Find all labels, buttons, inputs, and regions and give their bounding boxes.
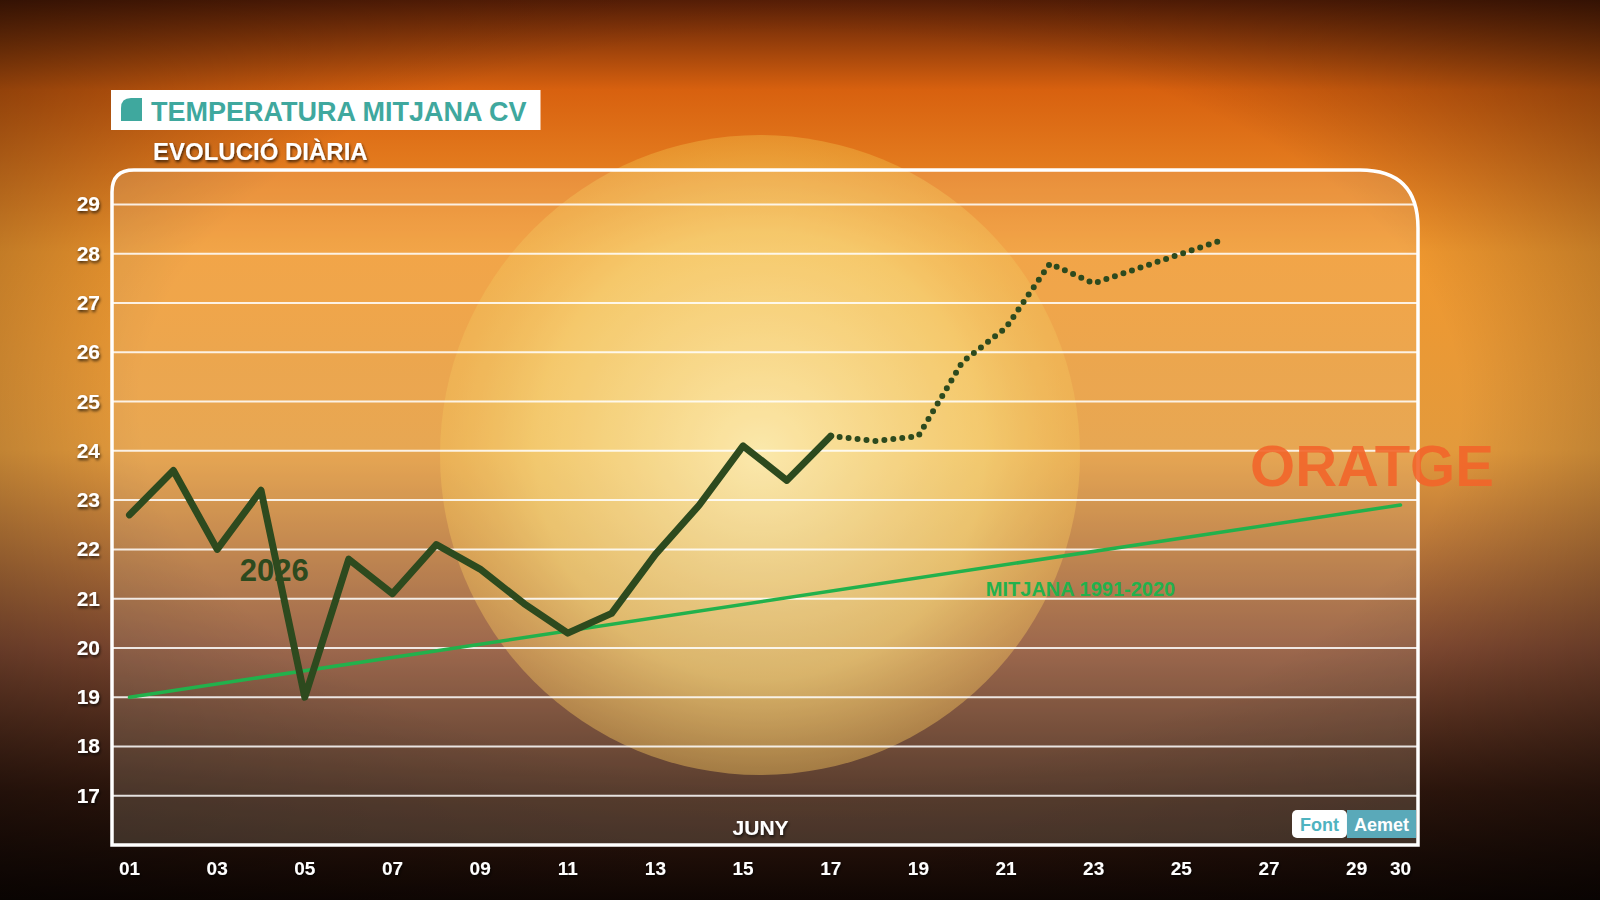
x-tick-label: 01 [119, 858, 141, 879]
grid-line [112, 548, 1418, 550]
title-box [111, 90, 541, 130]
series-line [831, 239, 1225, 441]
y-tick-label: 19 [77, 685, 100, 708]
series-line [130, 436, 831, 697]
series-label: MITJANA 1991-2020 [986, 578, 1175, 600]
source: Aemet [1354, 815, 1409, 835]
y-tick-label: 22 [77, 537, 100, 560]
grid-line [112, 253, 1418, 255]
grid-line [112, 302, 1418, 304]
y-tick-label: 20 [77, 636, 100, 659]
y-tick-label: 25 [77, 390, 101, 413]
y-tick-label: 17 [77, 784, 100, 807]
x-tick-label: 13 [645, 858, 666, 879]
x-tick-label: 03 [207, 858, 228, 879]
plot-frame [112, 170, 1418, 845]
chart-svg: 17 18 19 20 21 22 23 24 25 26 27 28 29 01 03 05 07 09 11 13… [0, 0, 1600, 900]
x-tick-label: 11 [558, 858, 579, 879]
x-tick-label: 19 [908, 858, 929, 879]
y-tick-label: 24 [77, 439, 101, 462]
y-tick-label: 28 [77, 242, 101, 265]
x-tick-label: 30 [1390, 858, 1411, 879]
source-badge [1347, 810, 1416, 838]
title-icon [121, 98, 142, 121]
plot-area [112, 170, 1418, 845]
grid-line [112, 351, 1418, 353]
y-tick-label: 18 [77, 734, 101, 757]
x-tick-label: 21 [995, 858, 1017, 879]
x-tick-label: 17 [820, 858, 841, 879]
grid [112, 204, 1418, 795]
series-group [130, 239, 1401, 697]
y-tick-label: 29 [77, 192, 100, 215]
series-line [130, 505, 1401, 697]
y-tick-label: 26 [77, 340, 100, 363]
watermark: ORATGE [1250, 433, 1494, 498]
y-tick-label: 27 [77, 291, 100, 314]
x-tick-label: 29 [1346, 858, 1367, 879]
grid-line [112, 647, 1418, 649]
grid-line [112, 745, 1418, 747]
x-axis-label: JUNY [733, 816, 789, 839]
x-tick-label: 23 [1083, 858, 1104, 879]
grid-line [112, 499, 1418, 501]
x-tick-label: 05 [294, 858, 316, 879]
subtitle: EVOLUCIÓ DIÀRIA [153, 138, 368, 165]
vignette [0, 0, 1600, 900]
x-tick-label: 15 [733, 858, 755, 879]
grid-line [112, 401, 1418, 403]
x-tick-label: 27 [1258, 858, 1279, 879]
grid-line [112, 203, 1418, 205]
series-label: 2026 [240, 553, 309, 588]
y-tick-label: 23 [77, 488, 100, 511]
source-badge [1292, 810, 1347, 838]
source-label: Font [1300, 815, 1339, 835]
x-tick-label: 25 [1171, 858, 1193, 879]
x-tick-label: 09 [470, 858, 491, 879]
background [0, 0, 1600, 900]
title: TEMPERATURA MITJANA CV [151, 97, 527, 127]
y-tick-label: 21 [77, 587, 101, 610]
x-tick-label: 07 [382, 858, 403, 879]
grid-line [112, 450, 1418, 452]
grid-line [112, 795, 1418, 797]
stage: 17 18 19 20 21 22 23 24 25 26 27 28 29 01 03 05 07 09 11 13… [0, 0, 1600, 900]
